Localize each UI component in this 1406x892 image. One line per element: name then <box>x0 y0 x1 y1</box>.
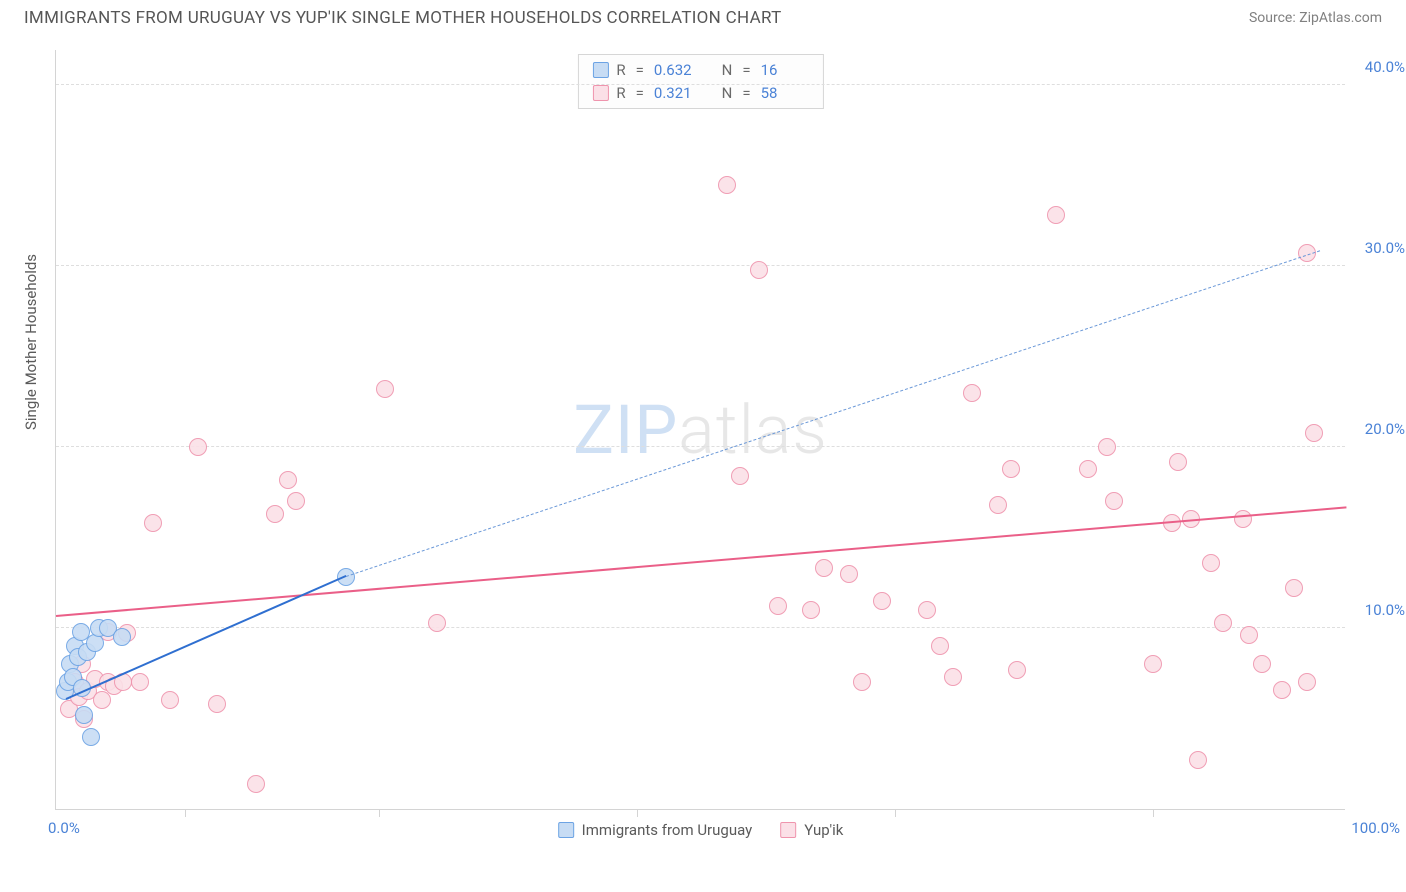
y-tick-label: 10.0% <box>1365 601 1405 619</box>
pink-marker <box>815 559 833 577</box>
pink-marker <box>1189 751 1207 769</box>
pink-marker <box>769 597 787 615</box>
x-tick <box>637 809 638 817</box>
legend-item-blue: Immigrants from Uruguay <box>558 821 753 839</box>
x-tick <box>379 809 380 817</box>
pink-marker <box>287 492 305 510</box>
pink-marker <box>376 380 394 398</box>
bottom-legend: Immigrants from Uruguay Yup'ik <box>558 821 844 839</box>
stat-n-blue: 16 <box>761 59 809 82</box>
x-tick <box>895 809 896 817</box>
pink-marker <box>718 176 736 194</box>
x-axis-label-max: 100.0% <box>1351 819 1400 837</box>
legend-label-pink: Yup'ik <box>804 821 843 839</box>
pink-marker <box>279 471 297 489</box>
pink-marker <box>144 514 162 532</box>
pink-marker <box>1105 492 1123 510</box>
pink-marker <box>1008 661 1026 679</box>
pink-marker <box>208 695 226 713</box>
pink-marker <box>161 691 179 709</box>
pink-marker <box>750 261 768 279</box>
legend-item-pink: Yup'ik <box>780 821 843 839</box>
pink-marker <box>963 384 981 402</box>
pink-trendline <box>56 507 1346 618</box>
equals-icon: = <box>636 59 644 82</box>
pink-marker <box>1169 453 1187 471</box>
pink-marker <box>247 775 265 793</box>
pink-marker <box>944 668 962 686</box>
blue-marker <box>113 628 131 646</box>
gridline <box>56 627 1345 628</box>
pink-marker <box>853 673 871 691</box>
pink-marker <box>918 601 936 619</box>
pink-marker <box>802 601 820 619</box>
x-tick <box>1153 809 1154 817</box>
y-axis-title: Single Mother Households <box>22 254 40 430</box>
pink-marker <box>131 673 149 691</box>
pink-marker <box>266 505 284 523</box>
gridline <box>56 446 1345 447</box>
pink-marker <box>1214 614 1232 632</box>
pink-marker <box>840 565 858 583</box>
stat-r-blue: 0.632 <box>654 59 702 82</box>
pink-marker <box>1144 655 1162 673</box>
pink-marker <box>931 637 949 655</box>
pink-marker <box>1273 681 1291 699</box>
pink-marker <box>428 614 446 632</box>
chart-header: IMMIGRANTS FROM URUGUAY VS YUP'IK SINGLE… <box>0 0 1406 32</box>
gridline <box>56 265 1345 266</box>
pink-marker <box>1234 510 1252 528</box>
pink-marker <box>1202 554 1220 572</box>
swatch-pink <box>592 85 608 101</box>
pink-marker <box>1240 626 1258 644</box>
pink-marker <box>1079 460 1097 478</box>
chart-title: IMMIGRANTS FROM URUGUAY VS YUP'IK SINGLE… <box>24 8 782 28</box>
pink-marker <box>189 438 207 456</box>
stats-row-blue: R = 0.632 N = 16 <box>592 59 808 82</box>
equals-icon: = <box>742 59 750 82</box>
stat-r-label: R <box>616 59 625 82</box>
pink-marker <box>1298 673 1316 691</box>
watermark-zip: ZIP <box>573 390 678 470</box>
x-axis-label-min: 0.0% <box>48 819 80 837</box>
pink-marker <box>93 691 111 709</box>
pink-marker <box>1285 579 1303 597</box>
pink-marker <box>1002 460 1020 478</box>
swatch-blue <box>558 822 574 838</box>
pink-marker <box>873 592 891 610</box>
y-tick-label: 40.0% <box>1365 58 1405 76</box>
y-tick-label: 20.0% <box>1365 420 1405 438</box>
chart-plot-area: ZIPatlas R= 0.632 N= 16 R= 0.321 N= 58 0… <box>55 50 1345 810</box>
stat-n-label: N <box>722 59 733 82</box>
pink-marker <box>1098 438 1116 456</box>
swatch-blue <box>592 62 608 78</box>
chart-source: Source: ZipAtlas.com <box>1249 10 1382 26</box>
pink-marker <box>731 467 749 485</box>
y-tick-label: 30.0% <box>1365 239 1405 257</box>
pink-marker <box>989 496 1007 514</box>
pink-marker <box>1253 655 1271 673</box>
blue-marker <box>82 728 100 746</box>
swatch-pink <box>780 822 796 838</box>
pink-marker <box>1047 206 1065 224</box>
gridline <box>56 84 1345 85</box>
x-tick <box>185 809 186 817</box>
stats-legend-box: R= 0.632 N= 16 R= 0.321 N= 58 <box>577 54 823 109</box>
pink-marker <box>1305 424 1323 442</box>
blue-marker <box>75 706 93 724</box>
legend-label-blue: Immigrants from Uruguay <box>582 821 753 839</box>
